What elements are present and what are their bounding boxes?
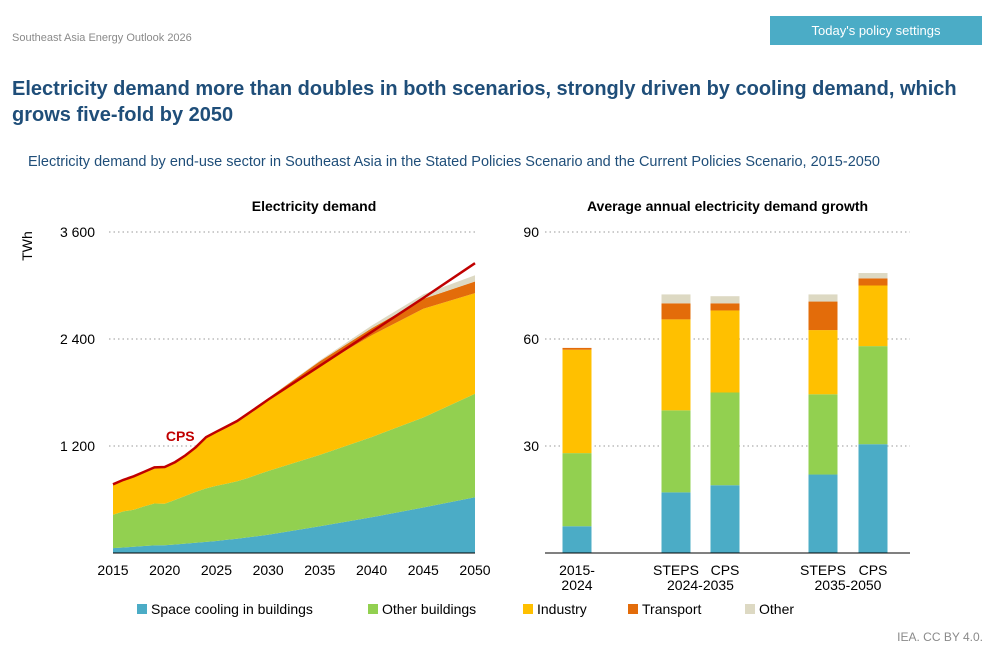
bar-segment-industry	[562, 349, 592, 454]
bar-group-label: 2035-2050	[815, 577, 882, 593]
area-other	[113, 275, 475, 485]
chart-subtitle: Electricity demand by end-use sector in …	[28, 154, 880, 170]
left-chart-y-tick-label: 2 400	[60, 331, 95, 347]
bar-category-label: CPS	[711, 562, 740, 578]
legend-label: Space cooling in buildings	[151, 601, 313, 617]
credit-label: IEA. CC BY 4.0.	[897, 630, 983, 644]
legend-swatch	[523, 604, 533, 614]
headline: Electricity demand more than doubles in …	[12, 78, 957, 126]
bar-segment-other	[710, 296, 740, 304]
left-chart-x-tick-label: 2015	[97, 562, 128, 578]
bar-segment-other-buildings	[808, 394, 838, 475]
bar-segment-space-cooling-in-buildings	[562, 526, 592, 553]
area-other-buildings	[113, 393, 475, 549]
legend-swatch	[745, 604, 755, 614]
left-chart-x-tick-label: 2030	[253, 562, 284, 578]
left-chart-y-axis-label: TWh	[19, 231, 35, 261]
bar-segment-space-cooling-in-buildings	[710, 485, 740, 553]
bar-category-label: 2015-	[559, 562, 595, 578]
left-chart-x-tick-label: 2040	[356, 562, 387, 578]
area-space-cooling-in-buildings	[113, 497, 475, 553]
bar-group-label: 2024-2035	[667, 577, 734, 593]
bar-segment-transport	[562, 347, 592, 350]
left-chart-title: Electricity demand	[252, 198, 377, 214]
left-chart-y-tick-label: 1 200	[60, 438, 95, 454]
left-chart-x-tick-label: 2050	[459, 562, 490, 578]
bar-segment-space-cooling-in-buildings	[858, 444, 888, 553]
bar-segment-industry	[808, 330, 838, 395]
legend-label: Other	[759, 601, 794, 617]
left-chart-x-tick-label: 2020	[149, 562, 180, 578]
left-chart-x-tick-label: 2025	[201, 562, 232, 578]
source-label: Southeast Asia Energy Outlook 2026	[12, 32, 192, 44]
bar-category-label: STEPS	[800, 562, 846, 578]
left-chart-y-tick-label: 3 600	[60, 224, 95, 240]
bar-segment-transport	[808, 301, 838, 331]
bar-segment-industry	[661, 319, 691, 411]
bar-segment-other	[858, 273, 888, 279]
bar-segment-industry	[710, 310, 740, 393]
cps-line-label: CPS	[166, 428, 195, 444]
bar-segment-other-buildings	[710, 392, 740, 486]
legend-swatch	[628, 604, 638, 614]
bar-segment-other-buildings	[562, 453, 592, 527]
area-industry	[113, 293, 475, 515]
bar-segment-transport	[661, 303, 691, 320]
right-chart-title: Average annual electricity demand growth	[587, 198, 868, 214]
bar-segment-other-buildings	[661, 410, 691, 493]
bar-group-label: 2024	[561, 577, 592, 593]
legend-label: Other buildings	[382, 601, 476, 617]
bar-segment-other-buildings	[858, 346, 888, 445]
cps-line	[112, 262, 476, 486]
bar-category-label: CPS	[859, 562, 888, 578]
left-chart-x-tick-label: 2045	[408, 562, 439, 578]
legend-swatch	[368, 604, 378, 614]
bar-segment-other	[808, 294, 838, 302]
right-chart-y-tick-label: 30	[523, 438, 539, 454]
bar-category-label: STEPS	[653, 562, 699, 578]
scenario-badge: Today's policy settings	[770, 16, 982, 45]
legend-label: Industry	[537, 601, 587, 617]
bar-segment-transport	[710, 303, 740, 311]
left-chart-x-tick-label: 2035	[304, 562, 335, 578]
bar-segment-transport	[858, 278, 888, 286]
legend-swatch	[137, 604, 147, 614]
bar-segment-other	[661, 294, 691, 304]
right-chart-y-tick-label: 60	[523, 331, 539, 347]
bar-segment-industry	[858, 285, 888, 347]
legend-label: Transport	[642, 601, 702, 617]
right-chart-y-tick-label: 90	[523, 224, 539, 240]
bar-segment-space-cooling-in-buildings	[661, 492, 691, 553]
bar-segment-space-cooling-in-buildings	[808, 474, 838, 553]
